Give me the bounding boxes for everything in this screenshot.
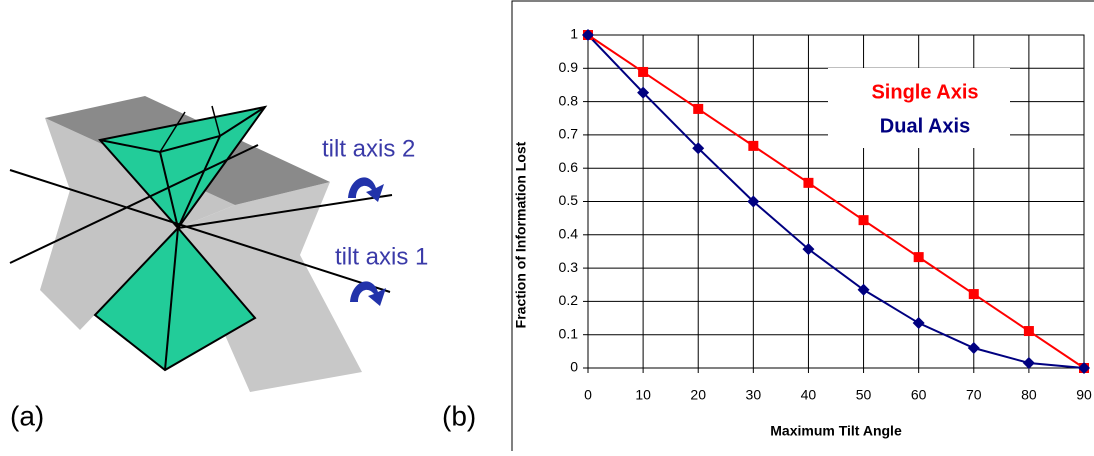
tilt-axis-1-line <box>9 169 391 293</box>
marker <box>913 252 924 263</box>
x-tick-label: 60 <box>911 387 927 403</box>
y-tick-label: 0.7 <box>559 126 579 142</box>
marker <box>912 317 925 330</box>
y-tick-label: 0.3 <box>559 259 579 275</box>
axis-label: tilt axis 2 <box>322 135 415 162</box>
x-tick-label: 0 <box>584 387 592 403</box>
cone-edge <box>159 151 179 229</box>
x-tick-label: 10 <box>635 387 651 403</box>
x-tick-label: 50 <box>856 387 872 403</box>
rotation-arrow <box>350 281 386 306</box>
tilt-axis-2-line <box>177 194 393 229</box>
legend-entry: Dual Axis <box>880 115 970 137</box>
panel-label: (b) <box>442 400 476 431</box>
axis-line <box>9 144 259 264</box>
cone-edge <box>164 227 179 371</box>
x-tick-label: 40 <box>801 387 817 403</box>
x-axis-title: Maximum Tilt Angle <box>770 423 902 439</box>
cone-edge <box>177 135 221 229</box>
series-line <box>587 34 1085 369</box>
y-tick-label: 0.2 <box>559 292 579 308</box>
cone-edge <box>211 105 221 137</box>
y-tick-label: 1 <box>570 26 578 42</box>
chart-frame <box>511 0 1094 456</box>
y-tick-label: 0.4 <box>559 226 579 242</box>
marker <box>747 195 760 208</box>
axis-label: tilt axis 1 <box>335 243 428 270</box>
legend-box <box>828 68 1010 148</box>
marker <box>638 66 649 77</box>
panel-label: (a) <box>10 400 44 431</box>
marker <box>692 142 705 155</box>
marker <box>857 283 870 296</box>
diagram: tilt axis 2 tilt axis 1 <box>9 96 428 392</box>
rotation-arrow <box>348 177 384 202</box>
marker <box>1023 326 1034 337</box>
marker <box>802 243 815 256</box>
y-tick-label: 0.5 <box>559 192 579 208</box>
marker <box>1078 362 1090 374</box>
y-axis-title: Fraction of Information Lost <box>513 141 529 328</box>
y-tick-label: 0.1 <box>559 325 579 341</box>
marker <box>858 215 869 226</box>
marker <box>968 289 979 300</box>
x-tick-label: 70 <box>966 387 982 403</box>
marker <box>582 29 594 41</box>
x-tick-label: 20 <box>690 387 706 403</box>
y-tick-label: 0.8 <box>559 92 579 108</box>
x-tick-label: 90 <box>1076 387 1092 403</box>
upper-cone-rim <box>99 106 266 154</box>
prism-left <box>40 118 235 330</box>
marker <box>1022 357 1035 370</box>
marker <box>803 177 814 188</box>
y-tick-label: 0.6 <box>559 159 579 175</box>
y-tick-label: 0 <box>570 359 578 375</box>
marker <box>967 342 980 355</box>
plot-border <box>587 34 1085 369</box>
prism-right <box>178 182 362 392</box>
x-tick-label: 30 <box>746 387 762 403</box>
legend-entry: Single Axis <box>871 81 978 103</box>
marker <box>637 86 650 99</box>
upper-cone <box>98 105 268 230</box>
y-tick-label: 0.9 <box>559 59 579 75</box>
x-tick-label: 80 <box>1021 387 1037 403</box>
marker <box>693 103 704 114</box>
marker <box>748 140 759 151</box>
cone-edge <box>159 111 186 153</box>
series-line <box>587 34 1085 369</box>
